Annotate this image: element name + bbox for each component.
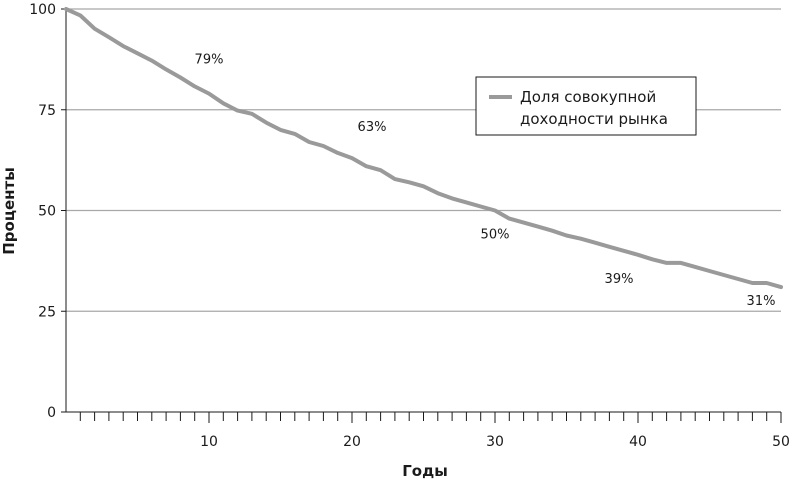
data-labels: 79% 63% 50% 39% 31% xyxy=(195,53,776,309)
x-tick-label-30: 30 xyxy=(486,434,504,450)
y-tick-label-25: 25 xyxy=(38,304,56,320)
x-tick-label-40: 40 xyxy=(629,434,647,450)
data-label-30: 50% xyxy=(481,228,510,243)
y-tick-label-50: 50 xyxy=(38,204,56,220)
legend-label-line2: доходности рынка xyxy=(520,110,668,128)
x-tick-label-50: 50 xyxy=(772,434,790,450)
y-tick-label-75: 75 xyxy=(38,103,56,119)
y-axis-title: Проценты xyxy=(0,167,18,255)
x-tick-label-20: 20 xyxy=(343,434,361,450)
data-label-10: 79% xyxy=(195,53,224,68)
data-label-20: 63% xyxy=(358,120,387,135)
data-label-40: 39% xyxy=(605,272,634,287)
legend-box xyxy=(475,76,697,136)
legend-label-line1: Доля совокупной xyxy=(520,88,656,106)
gridlines xyxy=(66,8,781,312)
series-layer xyxy=(64,7,783,290)
series-line-0 xyxy=(64,7,783,290)
y-tick-label-0: 0 xyxy=(47,405,56,421)
x-axis-title: Годы xyxy=(402,462,448,480)
y-tick-label-100: 100 xyxy=(29,2,56,18)
x-tick-label-10: 10 xyxy=(200,434,218,450)
axes: 0 25 50 75 100 10 20 30 40 50 xyxy=(29,2,790,450)
legend: Доля совокупной доходности рынка xyxy=(475,76,697,136)
data-label-50: 31% xyxy=(747,294,776,309)
